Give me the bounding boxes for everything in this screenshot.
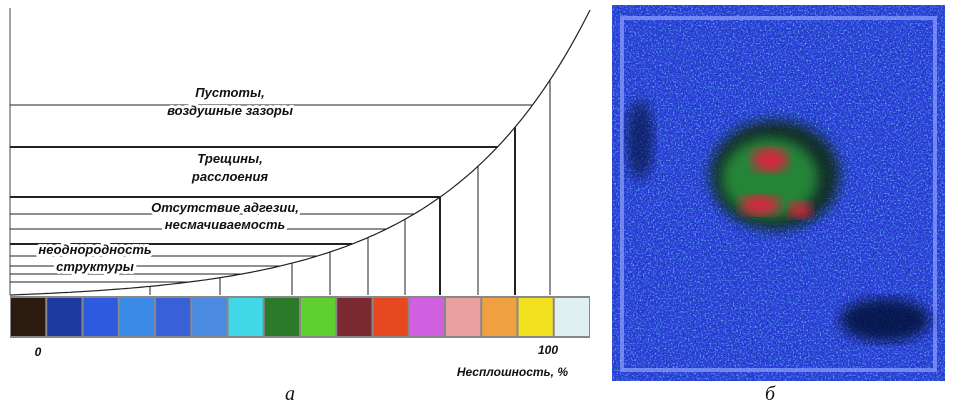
scale-swatch bbox=[409, 298, 444, 336]
scale-max: 100 bbox=[538, 343, 558, 357]
scale-min: 0 bbox=[35, 345, 42, 359]
image-frame bbox=[620, 16, 937, 372]
scale-swatch bbox=[482, 298, 517, 336]
scale-swatch bbox=[119, 298, 154, 336]
scale-swatch bbox=[446, 298, 481, 336]
category-label: воздушные зазоры bbox=[167, 103, 293, 118]
scale-swatch bbox=[83, 298, 118, 336]
scale-swatch bbox=[11, 298, 46, 336]
category-label: несмачиваемость bbox=[165, 217, 286, 232]
dark-region bbox=[626, 100, 654, 180]
scale-swatch bbox=[228, 298, 263, 336]
category-label: структуры bbox=[56, 259, 134, 274]
dark-region bbox=[840, 298, 930, 342]
axis-title: Несплошность, % bbox=[457, 365, 569, 379]
scale-swatch bbox=[301, 298, 336, 336]
category-label: Трещины, bbox=[197, 151, 262, 166]
defect-red bbox=[740, 195, 780, 215]
panel-b-image bbox=[612, 5, 945, 381]
category-label: неоднородность bbox=[38, 242, 151, 257]
category-label: Пустоты, bbox=[195, 85, 264, 100]
scale-swatch bbox=[47, 298, 82, 336]
caption-a: а bbox=[285, 383, 295, 405]
scale-swatch bbox=[192, 298, 227, 336]
defect-red bbox=[788, 202, 812, 218]
curve bbox=[9, 9, 591, 296]
caption-b: б bbox=[765, 383, 776, 405]
category-label: расслоения bbox=[191, 169, 269, 184]
scale-swatch bbox=[156, 298, 191, 336]
defect-red bbox=[752, 148, 788, 172]
category-label: Отсутствие адгезии, bbox=[151, 200, 299, 215]
panel-a: Пустоты, воздушные зазоры Трещины, расслоен… bbox=[9, 8, 591, 338]
scale-swatch bbox=[518, 298, 553, 336]
scale-swatch bbox=[373, 298, 408, 336]
scale-swatch bbox=[554, 298, 589, 336]
scale-swatch bbox=[337, 298, 372, 336]
scale-swatch bbox=[264, 298, 299, 336]
